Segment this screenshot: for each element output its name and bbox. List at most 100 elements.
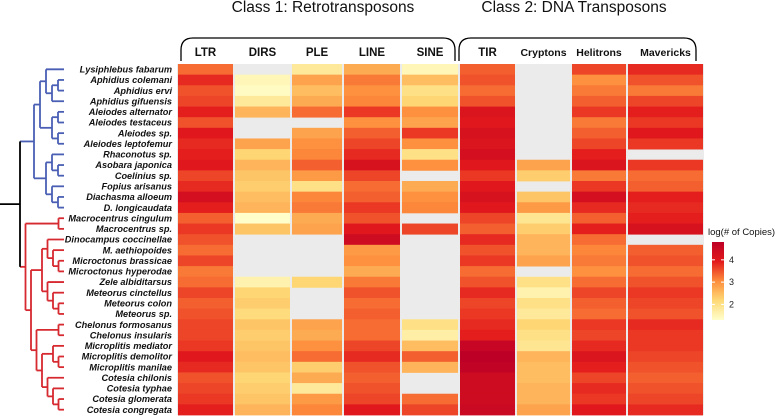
heatmap-cell	[572, 74, 626, 86]
heatmap-cell	[572, 329, 626, 341]
heatmap-cell	[292, 138, 342, 150]
heatmap-cell	[178, 223, 233, 235]
heatmap-cell	[402, 149, 458, 161]
heatmap-cell	[572, 276, 626, 288]
heatmap-cell	[344, 404, 400, 416]
heatmap-cell	[402, 74, 458, 86]
heatmap-cell	[344, 298, 400, 310]
heatmap-cell	[235, 138, 290, 150]
heatmap-cell	[572, 404, 626, 416]
heatmap-cell	[402, 85, 458, 97]
heatmap-cell	[235, 181, 290, 193]
heatmap-cell	[460, 298, 515, 310]
heatmap-cell	[628, 170, 703, 182]
heatmap-cell	[235, 202, 290, 214]
heatmap-cell	[572, 361, 626, 373]
species-label: Aleiodes alternator	[88, 107, 173, 117]
heatmap-cell	[235, 319, 290, 331]
heatmap-cell	[572, 244, 626, 256]
heatmap-grid	[177, 64, 704, 416]
heatmap-cell	[292, 202, 342, 214]
heatmap-cell	[344, 138, 400, 150]
heatmap-cell	[572, 308, 626, 320]
heatmap-cell	[628, 298, 703, 310]
heatmap-cell	[402, 64, 458, 76]
heatmap-cell	[344, 74, 400, 86]
heatmap-cell	[344, 361, 400, 373]
colorbar-ticks: 2 3 4	[712, 255, 734, 309]
heatmap-cell	[178, 361, 233, 373]
heatmap-cell	[292, 329, 342, 341]
heatmap-cell	[517, 276, 570, 288]
class1-title: Class 1: Retrotransposons	[232, 0, 415, 16]
group-headers: Class 1: Retrotransposons Class 2: DNA T…	[180, 0, 697, 61]
heatmap-cell	[344, 106, 400, 118]
column-label: Mavericks	[640, 47, 691, 59]
heatmap-cell	[460, 329, 515, 341]
colorbar-tick-label: 2	[729, 299, 734, 309]
heatmap-cell	[572, 212, 626, 224]
heatmap-cell	[235, 287, 290, 299]
species-label: Meteorus colon	[104, 299, 172, 309]
heatmap-cell	[178, 106, 233, 118]
heatmap-cell	[178, 74, 233, 86]
heatmap-cell	[402, 329, 458, 341]
heatmap-cell	[292, 149, 342, 161]
heatmap-cell	[178, 85, 233, 97]
heatmap-cell	[628, 276, 703, 288]
heatmap-cell	[344, 308, 400, 320]
heatmap-cell	[344, 212, 400, 224]
heatmap-cell	[572, 95, 626, 107]
heatmap-cell	[344, 202, 400, 214]
heatmap-cell	[517, 340, 570, 352]
heatmap-cell	[235, 393, 290, 405]
heatmap-cell	[517, 212, 570, 224]
heatmap-cell	[460, 351, 515, 363]
heatmap-cell	[178, 170, 233, 182]
colorbar	[712, 242, 724, 320]
heatmap-cell	[628, 393, 703, 405]
heatmap-cell	[628, 308, 703, 320]
heatmap-cell	[572, 234, 626, 246]
heatmap-cell	[460, 319, 515, 331]
heatmap-cell	[460, 393, 515, 405]
class1-brace	[180, 37, 456, 61]
heatmap-cell	[178, 127, 233, 139]
heatmap-cell	[572, 202, 626, 214]
heatmap-cell	[344, 266, 400, 278]
heatmap-cell	[460, 170, 515, 182]
heatmap-cell	[178, 266, 233, 278]
heatmap-cell	[402, 351, 458, 363]
heatmap-cell	[178, 404, 233, 416]
heatmap-cell	[460, 372, 515, 384]
heatmap-cell	[517, 170, 570, 182]
heatmap-cell	[178, 159, 233, 171]
heatmap-cell	[178, 308, 233, 320]
heatmap-cell	[235, 95, 290, 107]
species-label: Coelinius sp.	[115, 171, 172, 181]
heatmap-cell	[235, 149, 290, 161]
heatmap-cell	[572, 170, 626, 182]
column-label: PLE	[306, 47, 329, 59]
heatmap-cell	[178, 276, 233, 288]
heatmap-cell	[235, 74, 290, 86]
heatmap-cell	[460, 159, 515, 171]
heatmap-cell	[178, 255, 233, 267]
heatmap-cell	[344, 191, 400, 203]
heatmap-cell	[292, 340, 342, 352]
heatmap-cell	[628, 266, 703, 278]
column-labels: LTR DIRS PLE LINE SINE TIR Cryptons Helitrons Ma…	[195, 47, 691, 59]
heatmap-cell	[572, 266, 626, 278]
heatmap-cell	[344, 223, 400, 235]
heatmap-cell	[517, 308, 570, 320]
heatmap-cell	[178, 319, 233, 331]
heatmap-cell	[402, 393, 458, 405]
heatmap-cell	[628, 181, 703, 193]
heatmap-cell	[628, 95, 703, 107]
heatmap-cell	[292, 170, 342, 182]
column-label: DIRS	[249, 47, 277, 59]
heatmap-cell	[402, 138, 458, 150]
heatmap-cell	[460, 287, 515, 299]
legend-title: log(# of Copies)	[708, 227, 775, 238]
heatmap-cell	[517, 298, 570, 310]
